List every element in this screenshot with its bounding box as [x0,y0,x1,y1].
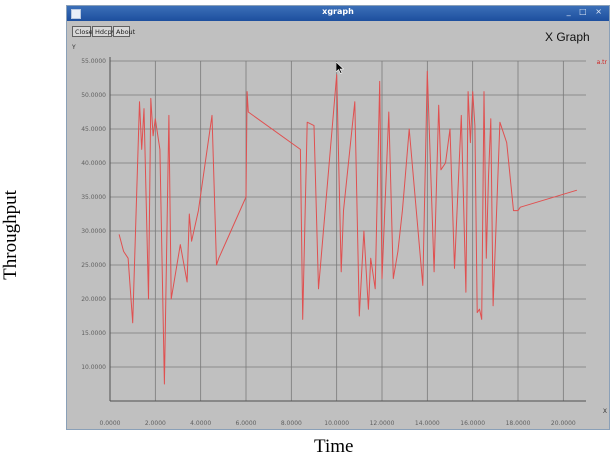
window-menu-icon[interactable] [71,9,81,19]
x-axis-title: Time [314,436,354,457]
y-tick-label: 40.0000 [81,160,106,167]
x-tick-label: 14.0000 [415,420,440,427]
y-tick-label: 50.0000 [81,92,106,99]
x-tick-label: 2.0000 [145,420,166,427]
x-tick-label: 10.0000 [324,420,349,427]
series-group [118,70,578,385]
x-tick-label: 20.0000 [551,420,576,427]
x-tick-label: 18.0000 [506,420,531,427]
x-tick-label: 0.0000 [100,420,121,427]
y-axis-title: Throughput [0,190,21,280]
window-controls[interactable]: _ □ × [566,7,605,16]
legend-label: a.tr [596,59,607,66]
about-button[interactable]: About [113,26,135,37]
graph-label: X Graph [545,30,590,44]
y-axis-unit: Y [72,44,76,51]
close-button[interactable]: Close [72,26,93,37]
y-tick-label: 25.0000 [81,262,106,269]
x-tick-label: 4.0000 [190,420,211,427]
y-tick-label: 55.0000 [81,58,106,65]
y-tick-label: 30.0000 [81,228,106,235]
xgraph-window: xgraph _ □ × Close Hdcpy About X Graph Y… [66,5,610,430]
x-tick-label: 8.0000 [281,420,302,427]
y-tick-label: 35.0000 [81,194,106,201]
y-tick-label: 20.0000 [81,296,106,303]
window-titlebar[interactable]: xgraph _ □ × [67,6,609,21]
window-title: xgraph [322,7,354,16]
grid [109,57,586,402]
x-tick-label: 12.0000 [370,420,395,427]
x-axis-unit: X [602,408,607,415]
mouse-cursor-icon [336,62,344,74]
x-tick-labels: 0.0000 2.0000 4.0000 6.0000 8.0000 10.0000 12.… [100,420,576,427]
y-tick-label: 15.0000 [81,330,106,337]
x-tick-label: 16.0000 [460,420,485,427]
y-tick-labels: 10.0000 15.0000 20.0000 25.0000 30.0000 35.00… [81,58,106,371]
x-tick-label: 6.0000 [236,420,257,427]
hardcopy-button[interactable]: Hdcpy [92,26,116,37]
series-line-0 [118,70,578,385]
y-tick-label: 10.0000 [81,364,106,371]
y-tick-label: 45.0000 [81,126,106,133]
